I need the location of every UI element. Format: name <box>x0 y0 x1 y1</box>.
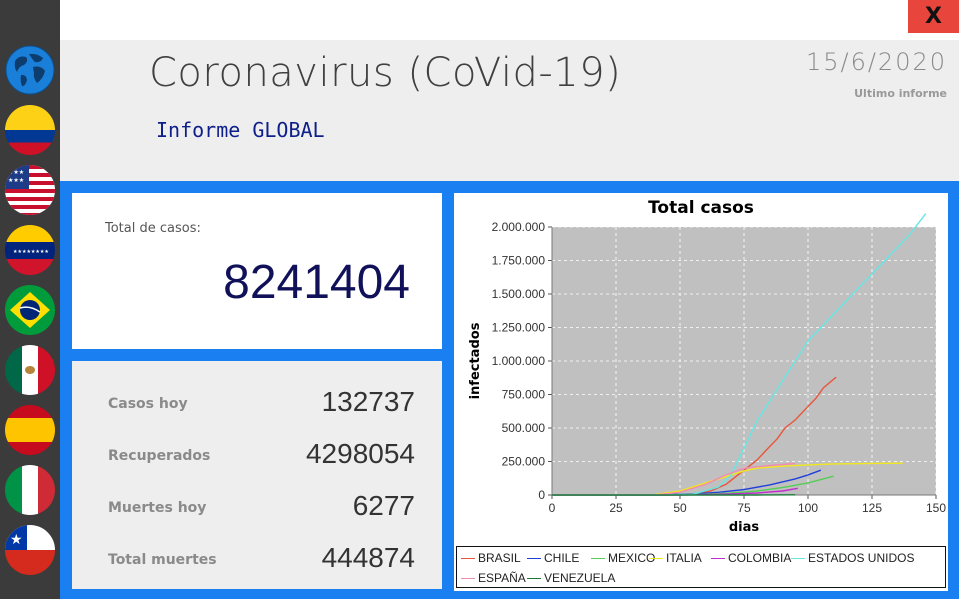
stat-value: 132737 <box>321 386 415 417</box>
legend-label: ITALIA <box>666 551 702 565</box>
legend-item: VENEZUELA <box>527 571 615 585</box>
total-cases-chart: Total casos 0 25 50 75 100 125 150 0 250.000 500.0… <box>468 198 946 535</box>
legend-label: MEXICO <box>608 551 656 565</box>
window-top-strip <box>60 0 959 40</box>
stat-value: 4298054 <box>305 438 415 469</box>
x-tick-label: 50 <box>673 501 687 515</box>
flag-espana-icon[interactable] <box>5 405 55 455</box>
legend-swatch <box>649 558 663 560</box>
flag-venezuela-icon[interactable]: ★★★★★★★★ <box>5 225 55 275</box>
svg-text:★★★: ★★★ <box>8 177 24 184</box>
chart-panel: Total casos 0 25 50 75 100 125 150 0 250.000 500.0… <box>454 193 948 591</box>
stats-panel: Casos hoy 132737 Recuperados 4298054 Mue… <box>72 361 442 589</box>
page-title: Coronavirus (CoVid-19) <box>149 50 622 96</box>
flag-usa-graphic: ★★★ ★★★ <box>5 165 55 215</box>
svg-text:★★★: ★★★ <box>8 169 24 176</box>
globe-icon[interactable] <box>5 45 55 95</box>
x-tick-label: 0 <box>549 501 556 515</box>
y-tick-label: 750.000 <box>502 388 546 402</box>
total-cases-value: 8241404 <box>223 256 410 309</box>
stat-value: 6277 <box>352 490 415 521</box>
total-cases-panel: Total de casos: 8241404 <box>72 193 442 349</box>
chart-legend: BRASIL CHILE MEXICO ITALIA COLOMBIA ESTADOS U… <box>456 546 946 588</box>
series-line-estados-unidos <box>552 213 927 496</box>
flag-italia-icon[interactable] <box>5 465 55 515</box>
sidebar: ★★★ ★★★ ★★★★★★★★ <box>0 0 60 599</box>
legend-item: MEXICO <box>591 551 655 565</box>
flag-venezuela-graphic: ★★★★★★★★ <box>5 225 55 275</box>
y-tick-label: 1.750.000 <box>492 254 546 268</box>
flag-mexico-graphic <box>5 345 55 395</box>
chart-title: Total casos <box>648 198 754 218</box>
x-tick-label: 100 <box>798 501 818 515</box>
legend-label: COLOMBIA <box>728 551 792 565</box>
stat-label: Muertes hoy <box>108 500 207 516</box>
series-line-italia <box>551 462 903 496</box>
total-cases-label: Total de casos: <box>105 221 201 236</box>
legend-swatch <box>711 558 725 560</box>
stat-label: Recuperados <box>108 448 211 464</box>
flag-brasil-graphic <box>5 285 55 335</box>
legend-swatch <box>591 558 605 560</box>
y-tick-label: 500.000 <box>502 421 546 435</box>
x-tick-label: 75 <box>737 501 751 515</box>
content-area: Total de casos: 8241404 Casos hoy 132737… <box>60 181 959 599</box>
legend-swatch <box>527 558 541 560</box>
report-date: 15/6/2020 <box>805 48 947 76</box>
stat-row-total-muertes: Total muertes 444874 <box>72 542 442 582</box>
report-subtitle: Informe GLOBAL <box>156 118 325 142</box>
stat-row-casos-hoy: Casos hoy 132737 <box>72 386 442 426</box>
legend-label: ESPAÑA <box>478 571 526 585</box>
x-tick-label: 25 <box>609 501 623 515</box>
flag-chile-icon[interactable]: ★ <box>5 525 55 575</box>
y-axis-label: infectados <box>468 322 483 399</box>
stat-row-recuperados: Recuperados 4298054 <box>72 438 442 478</box>
legend-item: ESPAÑA <box>461 571 526 585</box>
legend-label: CHILE <box>544 551 580 565</box>
globe-graphic <box>5 45 55 95</box>
legend-swatch <box>791 558 805 560</box>
flag-chile-graphic: ★ <box>5 525 55 575</box>
flag-italia-graphic <box>5 465 55 515</box>
stat-label: Total muertes <box>108 552 217 568</box>
legend-swatch <box>527 578 541 580</box>
stat-value: 444874 <box>321 542 415 573</box>
flag-brasil-icon[interactable] <box>5 285 55 335</box>
legend-item: ESTADOS UNIDOS <box>791 551 914 565</box>
header: Coronavirus (CoVid-19) Informe GLOBAL 15… <box>60 40 959 181</box>
svg-text:★: ★ <box>10 532 23 548</box>
legend-label: BRASIL <box>478 551 521 565</box>
y-tick-label: 250.000 <box>502 455 546 469</box>
flag-usa-icon[interactable]: ★★★ ★★★ <box>5 165 55 215</box>
y-tick-label: 1.500.000 <box>492 287 546 301</box>
legend-swatch <box>461 578 475 580</box>
stat-label: Casos hoy <box>108 396 188 412</box>
legend-label: ESTADOS UNIDOS <box>808 551 915 565</box>
y-tick-label: 0 <box>538 488 545 502</box>
flag-colombia-icon[interactable] <box>5 105 55 155</box>
legend-item: COLOMBIA <box>711 551 791 565</box>
close-button[interactable]: X <box>908 0 959 33</box>
y-tick-label: 1.250.000 <box>492 321 546 335</box>
svg-text:★★★★★★★★: ★★★★★★★★ <box>13 249 49 255</box>
y-tick-label: 2.000.000 <box>492 220 546 234</box>
flag-espana-graphic <box>5 405 55 455</box>
legend-item: CHILE <box>527 551 579 565</box>
x-tick-label: 150 <box>926 501 946 515</box>
legend-label: VENEZUELA <box>544 571 616 585</box>
y-tick-label: 1.000.000 <box>492 354 546 368</box>
flag-colombia-graphic <box>5 105 55 155</box>
last-report-label: Ultimo informe <box>854 87 947 100</box>
x-axis-label: dias <box>729 520 760 535</box>
legend-swatch <box>461 558 475 560</box>
legend-item: BRASIL <box>461 551 521 565</box>
x-tick-label: 125 <box>862 501 882 515</box>
stat-row-muertes-hoy: Muertes hoy 6277 <box>72 490 442 530</box>
flag-mexico-icon[interactable] <box>5 345 55 395</box>
legend-item: ITALIA <box>649 551 702 565</box>
